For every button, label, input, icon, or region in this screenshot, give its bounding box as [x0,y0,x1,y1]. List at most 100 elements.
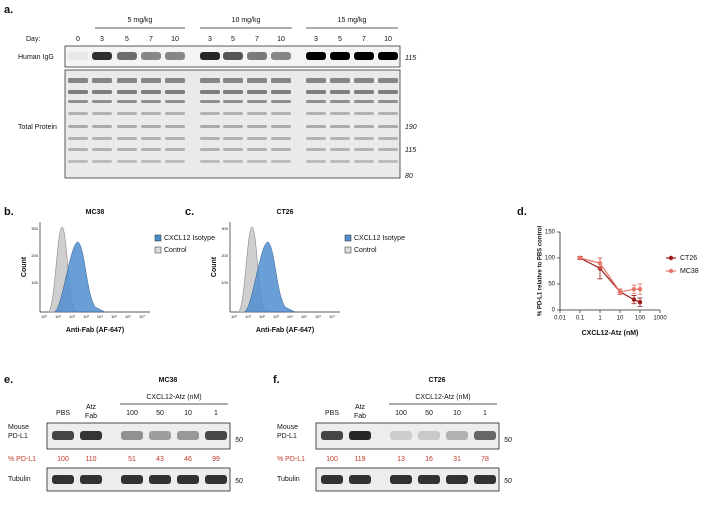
marker-label: 115 [405,55,416,62]
x-tick-label: 10⁴ [97,314,103,319]
marker-label: 115 [405,147,416,154]
band [68,100,88,103]
band [117,160,137,163]
band [306,160,326,163]
data-point [597,261,603,266]
day-label: 10 [171,36,179,43]
band [52,431,74,440]
x-tick-label: 0.01 [554,316,566,322]
band [165,160,185,163]
band [354,160,374,163]
panel-label: b. [4,206,14,218]
band [306,125,326,128]
x-tick-label: 1 [598,316,602,322]
band [117,148,137,151]
band [165,148,185,151]
band [141,160,161,163]
y-axis-label: Count [211,256,218,277]
band [271,125,291,128]
band [271,137,291,140]
x-tick-label: 10⁰ [41,314,47,319]
band [200,148,220,151]
band [92,52,112,60]
x-tick-label: 10¹ [245,314,251,319]
lane-label: Atz Fab [85,404,97,420]
band [247,100,267,103]
band [141,78,161,83]
legend-label: Control [354,247,377,254]
band [117,78,137,83]
band [92,125,112,128]
band [68,160,88,163]
x-tick-label: 1000 [653,316,667,322]
band [200,78,220,83]
isotype-histogram [243,241,296,313]
band [92,78,112,83]
percent-value: 31 [453,456,461,463]
band [117,137,137,140]
band [68,112,88,115]
x-tick-label: 10⁴ [287,314,293,319]
band [223,160,243,163]
band [92,148,112,151]
band [321,431,343,440]
band [80,475,102,484]
legend-swatch [154,246,162,254]
band [117,125,137,128]
percent-value: 16 [425,456,433,463]
band [200,112,220,115]
band [330,100,350,103]
band [165,90,185,94]
percent-value: 110 [85,456,96,463]
day-label: 7 [362,36,366,43]
band [92,100,112,103]
band [354,78,374,83]
row-label: Mouse PD-L1 [277,424,298,440]
day-label: 5 [231,36,235,43]
x-tick-label: 10¹ [55,314,61,319]
band [418,475,440,484]
band [378,125,398,128]
band [330,148,350,151]
band [223,137,243,140]
y-tick-label: 100 [545,256,556,262]
data-point [637,300,643,305]
x-axis-label: Anti-Fab (AF-647) [256,327,314,334]
y-tick-label: 200 [221,253,228,258]
group-label: 10 mg/kg [232,17,261,24]
band [247,90,267,94]
band [354,90,374,94]
band [271,78,291,83]
band [141,100,161,103]
band [330,112,350,115]
band [378,100,398,103]
row-label: Human IgG [18,54,54,61]
band [92,160,112,163]
band [200,160,220,163]
band [474,475,496,484]
band [271,160,291,163]
band [446,475,468,484]
band [321,475,343,484]
band [247,78,267,83]
day-label: 7 [255,36,259,43]
band [378,90,398,94]
band [68,78,88,83]
lane-label: 50 [425,410,433,417]
y-axis-label: Count [21,256,28,277]
band [306,78,326,83]
band [271,90,291,94]
band [68,137,88,140]
band [354,100,374,103]
band [247,137,267,140]
band [141,90,161,94]
band [247,52,267,60]
lane-label: PBS [325,410,339,417]
data-point [577,255,583,261]
band [378,78,398,83]
band [354,148,374,151]
band [52,475,74,484]
blot [46,422,231,450]
series-line [579,257,641,303]
